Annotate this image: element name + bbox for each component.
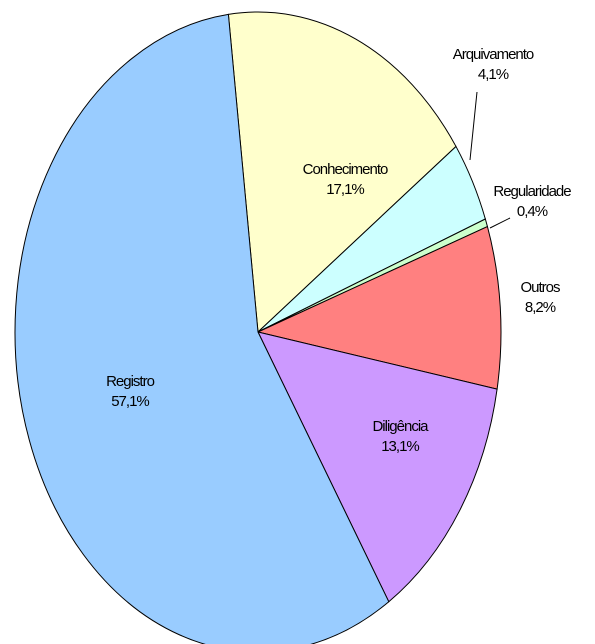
- slice-value-label: 0,4%: [517, 203, 548, 220]
- slice-value-label: 57,1%: [111, 393, 149, 410]
- slice-label: Diligência: [372, 418, 429, 435]
- slice-value-label: 13,1%: [381, 438, 419, 455]
- pie-slice: [227, 11, 457, 334]
- slice-value-label: 4,1%: [478, 66, 509, 83]
- pie-slice: [14, 13, 390, 644]
- leader-line: [469, 91, 478, 161]
- slice-value-label: 17,1%: [326, 181, 364, 198]
- slice-label: Outros: [520, 279, 560, 296]
- slice-value-label: 8,2%: [525, 299, 556, 316]
- leader-line: [489, 217, 511, 229]
- pie-slice: [257, 331, 498, 603]
- slice-label: Arquivamento: [453, 46, 534, 63]
- slice-label: Conhecimento: [303, 161, 388, 178]
- slice-label: Regularidade: [493, 183, 571, 200]
- slice-label: Registro: [106, 373, 155, 390]
- pie-slice: [256, 225, 502, 390]
